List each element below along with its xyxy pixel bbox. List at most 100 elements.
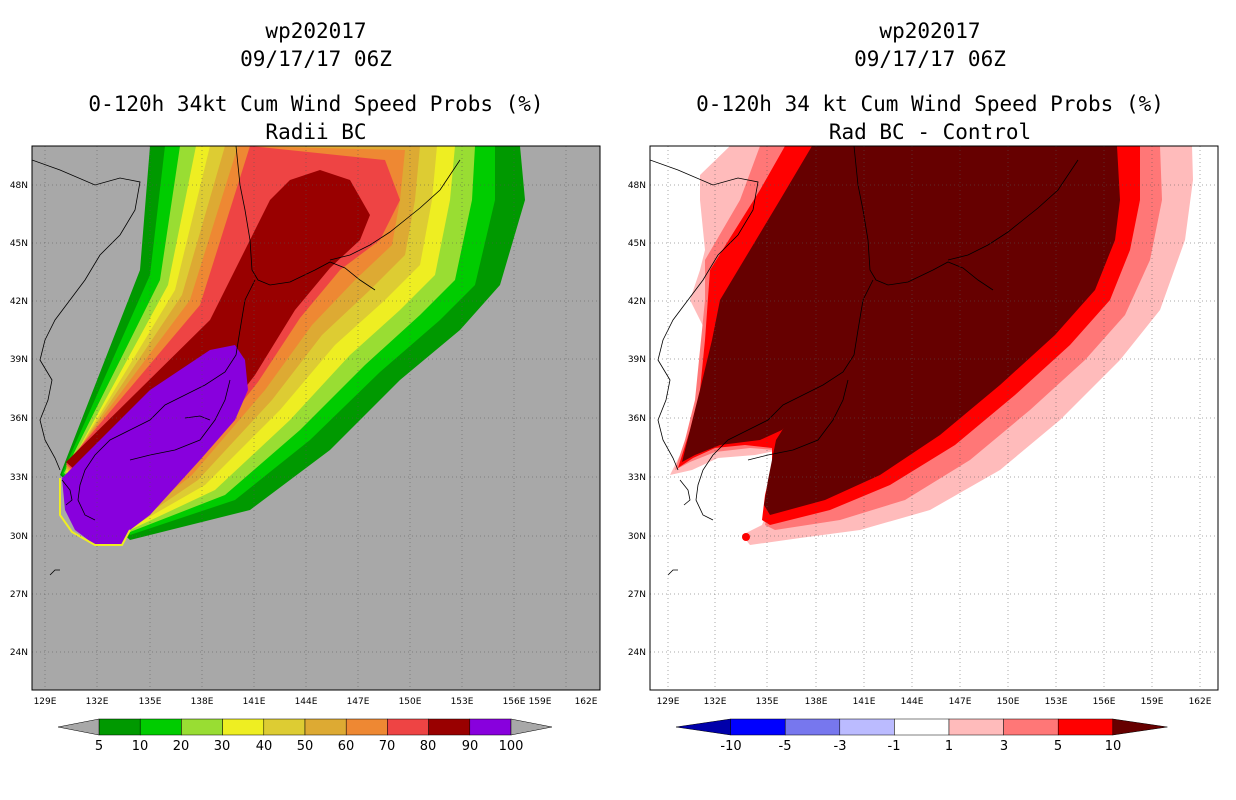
lat-label: 27N xyxy=(10,590,28,600)
left-colorbar-label: 50 xyxy=(297,739,314,754)
lon-label: 141E xyxy=(853,697,876,707)
lat-label: 39N xyxy=(10,355,28,365)
left-colorbar-swatch xyxy=(469,718,512,736)
lat-label: 33N xyxy=(10,473,28,483)
lon-label: 135E xyxy=(756,697,779,707)
right-colorbar-label: -1 xyxy=(888,739,901,754)
lat-label: 39N xyxy=(628,355,646,365)
lon-label: 129E xyxy=(657,697,680,707)
lon-label: 162E xyxy=(1189,697,1212,707)
lat-label: 33N xyxy=(628,473,646,483)
lat-label: 27N xyxy=(628,590,646,600)
left-colorbar-swatch xyxy=(139,718,182,736)
right-subtitle: Rad BC - Control xyxy=(828,120,1032,144)
right-colorbar-swatch xyxy=(894,718,950,736)
lon-label: 153E xyxy=(1045,697,1068,707)
right-colorbar-label: -3 xyxy=(834,739,847,754)
left-map: 48N 45N 42N 39N 36N 33N 30N 27N 24N 129E… xyxy=(10,145,601,707)
lon-label: 153E xyxy=(451,697,474,707)
left-colorbar-label: 60 xyxy=(338,739,355,754)
right-colorbar-low-arrow xyxy=(675,718,731,736)
left-lat-labels: 48N 45N 42N 39N 36N 33N 30N 27N 24N xyxy=(10,181,28,658)
right-colorbar-high-arrow xyxy=(1112,718,1168,736)
right-colorbar-swatch xyxy=(948,718,1004,736)
lon-label: 156E xyxy=(503,697,526,707)
right-map: 48N 45N 42N 39N 36N 33N 30N 27N 24N 129E… xyxy=(628,145,1219,707)
right-map-frame xyxy=(649,145,1219,691)
right-colorbar-swatch xyxy=(839,718,895,736)
lon-label: 138E xyxy=(191,697,214,707)
lon-label: 144E xyxy=(901,697,924,707)
right-colorbar-label: -5 xyxy=(779,739,792,754)
right-storm-id: wp202017 xyxy=(879,19,981,43)
left-colorbar-high-arrow xyxy=(510,718,553,736)
left-colorbar-label: 90 xyxy=(462,739,479,754)
lon-label: 159E xyxy=(1141,697,1164,707)
lon-label: 141E xyxy=(243,697,266,707)
left-colorbar-label: 30 xyxy=(214,739,231,754)
left-grid xyxy=(32,146,600,690)
lon-label: 132E xyxy=(86,697,109,707)
left-colorbar-label: 20 xyxy=(173,739,190,754)
right-colorbar: -10 -5 -3 -1 1 3 5 10 xyxy=(675,718,1168,754)
lon-label: 138E xyxy=(805,697,828,707)
left-colorbar-label: 80 xyxy=(420,739,437,754)
lon-label: 162E xyxy=(575,697,598,707)
left-colorbar-label: 5 xyxy=(95,739,103,754)
lon-label: 156E xyxy=(1093,697,1116,707)
lat-label: 24N xyxy=(10,648,28,658)
right-lon-labels: 129E 132E 135E 138E 141E 144E 147E 150E … xyxy=(657,697,1212,707)
left-colorbar-label: 70 xyxy=(379,739,396,754)
right-colorbar-swatch xyxy=(1057,718,1114,736)
right-coastlines xyxy=(650,146,1079,576)
left-colorbar-label: 10 xyxy=(132,739,149,754)
lon-label: 129E xyxy=(34,697,57,707)
left-colorbar-swatch xyxy=(98,718,141,736)
left-colorbar: 5 10 20 30 40 50 60 70 80 90 100 xyxy=(57,718,553,754)
left-colorbar-swatch xyxy=(387,718,429,736)
lat-label: 36N xyxy=(10,414,28,424)
left-colorbar-swatch xyxy=(181,718,223,736)
right-colorbar-swatch xyxy=(1003,718,1059,736)
lon-label: 144E xyxy=(295,697,318,707)
left-colorbar-swatch xyxy=(345,718,388,736)
lon-label: 150E xyxy=(997,697,1020,707)
right-title: 0-120h 34 kt Cum Wind Speed Probs (%) xyxy=(696,92,1164,116)
band-90 xyxy=(62,345,248,545)
lon-label: 159E xyxy=(529,697,552,707)
band-100-outline xyxy=(59,478,131,546)
left-coastlines xyxy=(32,146,461,576)
lat-label: 30N xyxy=(10,532,28,542)
right-lat-labels: 48N 45N 42N 39N 36N 33N 30N 27N 24N xyxy=(628,181,646,658)
left-colorbar-label: 40 xyxy=(256,739,273,754)
left-datetime: 09/17/17 06Z xyxy=(240,47,392,71)
right-colorbar-label: 1 xyxy=(945,739,953,754)
lat-label: 45N xyxy=(628,239,646,249)
left-colorbar-swatch xyxy=(222,718,265,736)
lon-label: 150E xyxy=(399,697,422,707)
lat-label: 36N xyxy=(628,414,646,424)
lon-label: 147E xyxy=(949,697,972,707)
right-grid xyxy=(650,146,1218,690)
left-storm-id: wp202017 xyxy=(265,19,367,43)
right-colorbar-label: 3 xyxy=(1000,739,1008,754)
lat-label: 42N xyxy=(628,297,646,307)
right-colorbar-swatch xyxy=(730,718,786,736)
left-colorbar-swatch xyxy=(428,718,471,736)
lat-label: 48N xyxy=(10,181,28,191)
left-colorbar-swatch xyxy=(263,718,306,736)
lat-label: 30N xyxy=(628,532,646,542)
lat-label: 42N xyxy=(10,297,28,307)
lat-label: 24N xyxy=(628,648,646,658)
lon-label: 147E xyxy=(347,697,370,707)
right-colorbar-label: 10 xyxy=(1105,739,1122,754)
diff-center-dot xyxy=(742,533,750,541)
diff-band-10 xyxy=(682,146,1120,515)
lon-label: 132E xyxy=(704,697,727,707)
lat-label: 48N xyxy=(628,181,646,191)
left-subtitle: Radii BC xyxy=(265,120,367,144)
left-lon-labels: 129E 132E 135E 138E 141E 144E 147E 150E … xyxy=(34,697,598,707)
right-colorbar-swatch xyxy=(784,718,841,736)
right-datetime: 09/17/17 06Z xyxy=(854,47,1006,71)
left-title: 0-120h 34kt Cum Wind Speed Probs (%) xyxy=(88,92,544,116)
